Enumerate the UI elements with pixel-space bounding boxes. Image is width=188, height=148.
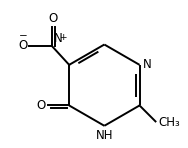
Text: NH: NH (96, 129, 113, 142)
Text: O: O (49, 12, 58, 25)
Text: −: − (19, 31, 28, 41)
Text: N: N (143, 58, 152, 71)
Text: N: N (54, 32, 62, 45)
Text: O: O (18, 39, 27, 52)
Text: CH₃: CH₃ (158, 116, 180, 129)
Text: +: + (59, 33, 67, 42)
Text: O: O (37, 99, 46, 112)
